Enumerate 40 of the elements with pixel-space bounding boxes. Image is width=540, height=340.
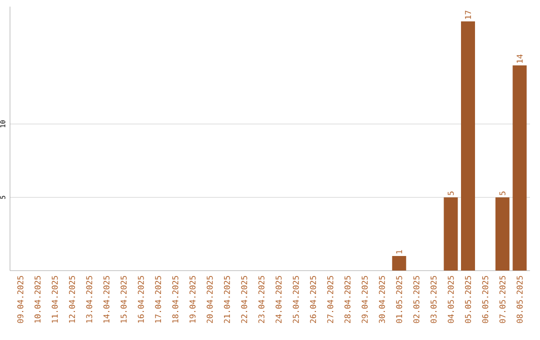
x-tick-label: 04.05.2025 (448, 276, 454, 324)
x-tick-label: 21.04.2025 (224, 276, 230, 323)
x-tick-label: 02.05.2025 (413, 276, 420, 324)
x-tick-label: 29.04.2025 (362, 276, 368, 323)
data-label: 5 (499, 192, 506, 196)
data-label: 17 (465, 10, 471, 19)
data-label: 5 (448, 192, 454, 196)
x-tick-label: 27.04.2025 (327, 276, 334, 323)
x-tick-label: 15.04.2025 (120, 276, 127, 323)
x-tick-label: 06.05.2025 (482, 276, 488, 324)
x-tick-label: 08.05.2025 (516, 276, 523, 324)
data-label: 14 (516, 54, 523, 63)
x-tick-label: 17.04.2025 (155, 276, 162, 323)
bar (392, 256, 406, 271)
x-tick-label: 26.04.2025 (310, 276, 316, 323)
x-tick-label: 24.04.2025 (276, 276, 282, 323)
bar (512, 65, 527, 271)
x-tick-label: 14.04.2025 (103, 276, 110, 323)
bar (495, 197, 510, 271)
x-tick-label: 09.04.2025 (17, 276, 24, 324)
x-tick-label: 28.04.2025 (344, 276, 350, 323)
x-tick-label: 22.04.2025 (241, 276, 248, 323)
x-tick-label: 16.04.2025 (138, 276, 144, 323)
x-tick-label: 20.04.2025 (206, 276, 213, 323)
data-label: 1 (396, 250, 402, 254)
bar (461, 21, 476, 271)
x-tick-label: 18.04.2025 (172, 276, 178, 323)
x-tick-label: 07.05.2025 (499, 276, 506, 324)
x-tick-label: 19.04.2025 (189, 276, 196, 323)
x-tick-label: 01.05.2025 (396, 276, 402, 324)
x-tick-label: 12.04.2025 (68, 276, 76, 323)
bar (444, 197, 458, 271)
x-tick-label: 25.04.2025 (292, 276, 299, 323)
x-tick-label: 05.05.2025 (464, 276, 472, 324)
x-tick-label: 03.05.2025 (430, 276, 437, 324)
x-tick-label: 13.04.2025 (86, 276, 92, 323)
x-tick-label: 11.04.2025 (52, 276, 58, 323)
x-tick-label: 10.04.2025 (34, 276, 41, 323)
x-tick-label: 30.04.2025 (378, 276, 385, 323)
x-tick-label: 23.04.2025 (258, 276, 264, 323)
